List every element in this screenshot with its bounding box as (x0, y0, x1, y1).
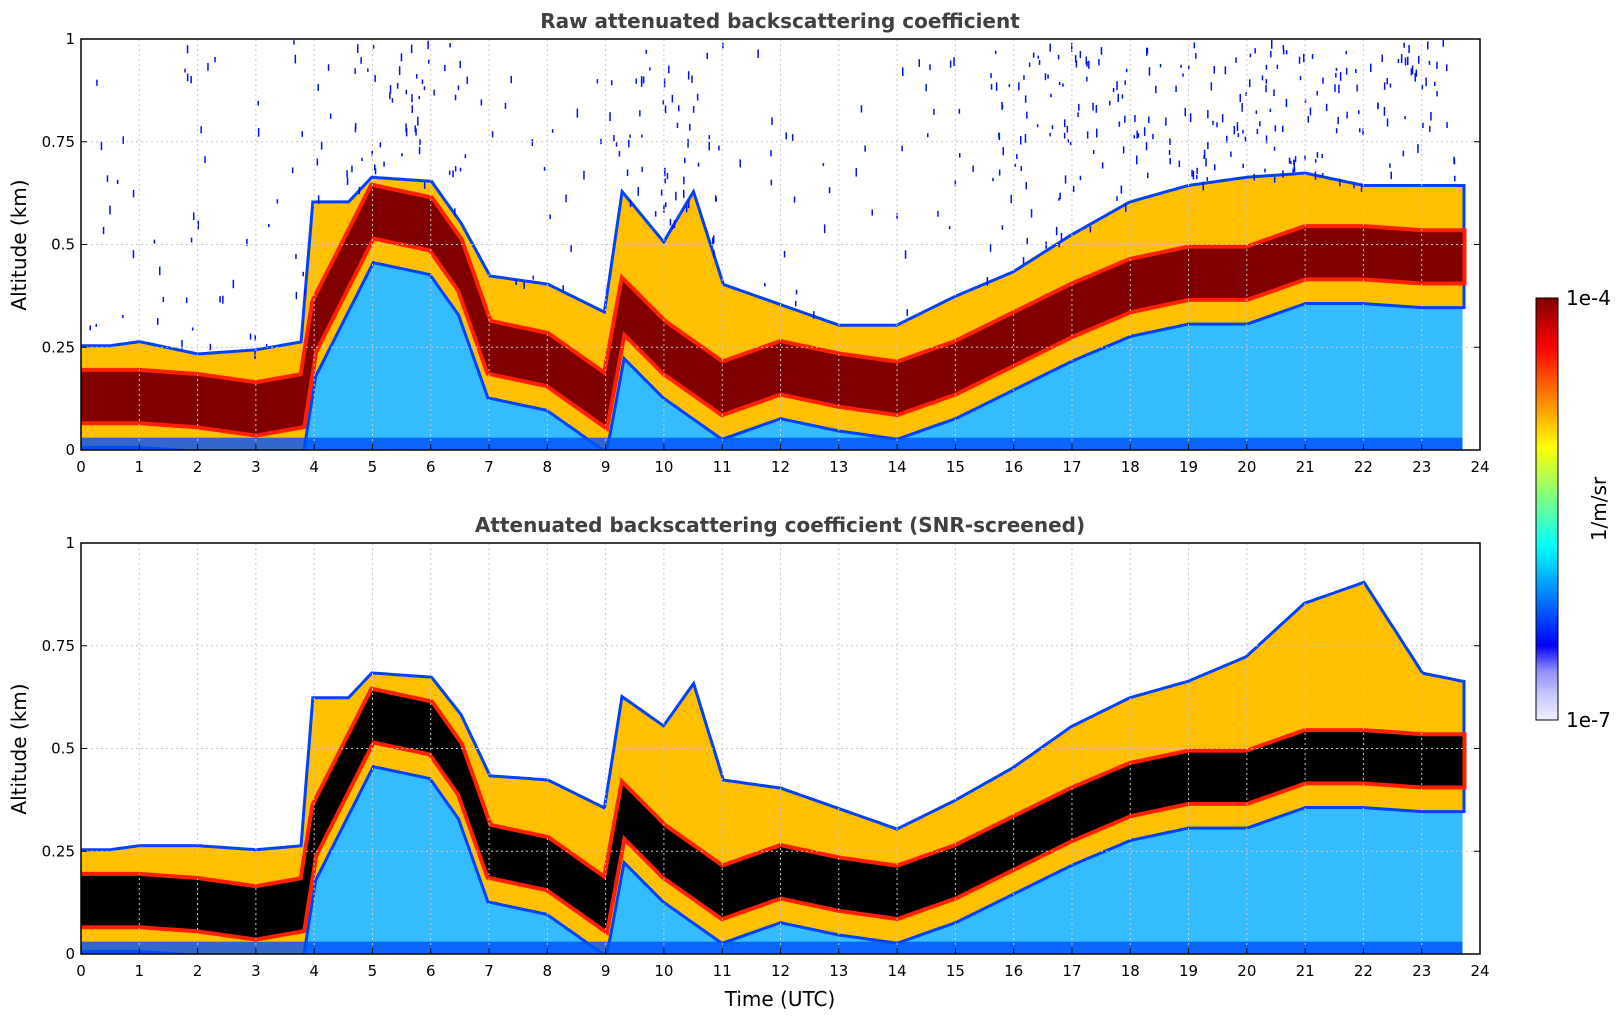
x-tick-label: 20 (1237, 962, 1256, 980)
x-tick-label: 22 (1354, 458, 1373, 476)
x-tick-label: 18 (1121, 962, 1140, 980)
y-axis-label: Altitude (km) (7, 683, 31, 814)
y-axis: 0 0.25 0.5 0.75 1 (42, 534, 1480, 963)
x-axis-label: Time (UTC) (724, 987, 836, 1011)
y-tick-label: 0.5 (51, 740, 75, 758)
heatmap-area (81, 39, 1467, 450)
heatmap-area (81, 580, 1467, 954)
x-tick-label: 20 (1237, 458, 1256, 476)
x-tick-label: 13 (829, 458, 848, 476)
y-tick-label: 0 (65, 945, 75, 963)
colorbar-scale (1535, 297, 1559, 721)
x-tick-label: 3 (251, 458, 261, 476)
aerosol-layer-core (81, 187, 1463, 434)
surface-strip (81, 941, 1463, 954)
x-tick-label: 10 (654, 458, 673, 476)
x-tick-label: 24 (1470, 458, 1489, 476)
x-tick-label: 23 (1412, 962, 1431, 980)
x-axis: 0 1 2 3 4 5 6 7 8 9 10 11 12 13 14 15 16 17 18 19 20 21 22 23 24 (76, 948, 1490, 980)
screened-backscatter-panel: Attenuated backscattering coefficient (S… (7, 513, 1490, 1011)
noise-speckle (89, 39, 1456, 360)
y-axis-label: Altitude (km) (7, 179, 31, 310)
x-tick-label: 8 (543, 962, 553, 980)
x-tick-label: 16 (1004, 458, 1023, 476)
surface-strip (81, 437, 1463, 450)
x-tick-label: 11 (713, 962, 732, 980)
y-tick-label: 0 (65, 441, 75, 459)
y-axis: 0 0.25 0.5 0.75 1 (42, 30, 1480, 459)
y-tick-label: 0.5 (51, 236, 75, 254)
x-tick-label: 14 (888, 962, 907, 980)
x-tick-label: 13 (829, 962, 848, 980)
grid (81, 39, 1480, 450)
y-tick-label: 0.75 (42, 133, 75, 151)
raw-backscatter-panel: Raw attenuated backscattering coefficien… (7, 9, 1490, 476)
boundary-layer-region (81, 748, 1463, 954)
x-tick-label: 14 (888, 458, 907, 476)
x-tick-label: 15 (946, 458, 965, 476)
panel-title: Attenuated backscattering coefficient (S… (475, 513, 1085, 537)
x-tick-label: 10 (654, 962, 673, 980)
y-tick-label: 0.25 (42, 842, 75, 860)
x-tick-label: 17 (1062, 962, 1081, 980)
x-tick-label: 4 (309, 962, 319, 980)
x-tick-label: 19 (1179, 962, 1198, 980)
x-tick-label: 22 (1354, 962, 1373, 980)
x-tick-label: 24 (1470, 962, 1489, 980)
x-tick-label: 6 (426, 458, 436, 476)
x-tick-label: 1 (135, 962, 145, 980)
x-tick-label: 5 (368, 458, 378, 476)
x-tick-label: 2 (193, 962, 203, 980)
x-tick-label: 0 (76, 458, 86, 476)
x-tick-label: 1 (135, 458, 145, 476)
y-tick-label: 1 (65, 30, 75, 48)
x-tick-label: 9 (601, 458, 611, 476)
colorbar: 1e-4 1e-7 1/m/sr (1535, 286, 1611, 732)
x-tick-label: 15 (946, 962, 965, 980)
x-tick-label: 7 (484, 458, 494, 476)
grid (81, 543, 1480, 954)
x-tick-label: 8 (543, 458, 553, 476)
panel-title: Raw attenuated backscattering coefficien… (540, 9, 1020, 33)
x-tick-label: 21 (1296, 458, 1315, 476)
x-tick-label: 11 (713, 458, 732, 476)
x-tick-label: 3 (251, 962, 261, 980)
x-tick-label: 7 (484, 962, 494, 980)
colorbar-unit-label: 1/m/sr (1587, 476, 1611, 541)
x-tick-label: 19 (1179, 458, 1198, 476)
x-tick-label: 4 (309, 458, 319, 476)
x-tick-label: 0 (76, 962, 86, 980)
x-tick-label: 2 (193, 458, 203, 476)
x-tick-label: 23 (1412, 458, 1431, 476)
x-tick-label: 21 (1296, 962, 1315, 980)
x-tick-label: 12 (771, 458, 790, 476)
x-tick-label: 12 (771, 962, 790, 980)
x-tick-label: 5 (368, 962, 378, 980)
x-tick-label: 18 (1121, 458, 1140, 476)
x-axis: 0 1 2 3 4 5 6 7 8 9 10 11 12 13 14 15 16 17 18 19 20 21 22 23 24 (76, 444, 1490, 476)
y-tick-label: 1 (65, 534, 75, 552)
y-tick-label: 0.75 (42, 637, 75, 655)
colorbar-max-label: 1e-4 (1566, 286, 1611, 310)
x-tick-label: 17 (1062, 458, 1081, 476)
x-tick-label: 6 (426, 962, 436, 980)
x-tick-label: 16 (1004, 962, 1023, 980)
aerosol-layer-core (81, 691, 1463, 938)
y-tick-label: 0.25 (42, 338, 75, 356)
x-tick-label: 9 (601, 962, 611, 980)
colorbar-min-label: 1e-7 (1566, 708, 1611, 732)
boundary-layer-region (81, 244, 1463, 450)
